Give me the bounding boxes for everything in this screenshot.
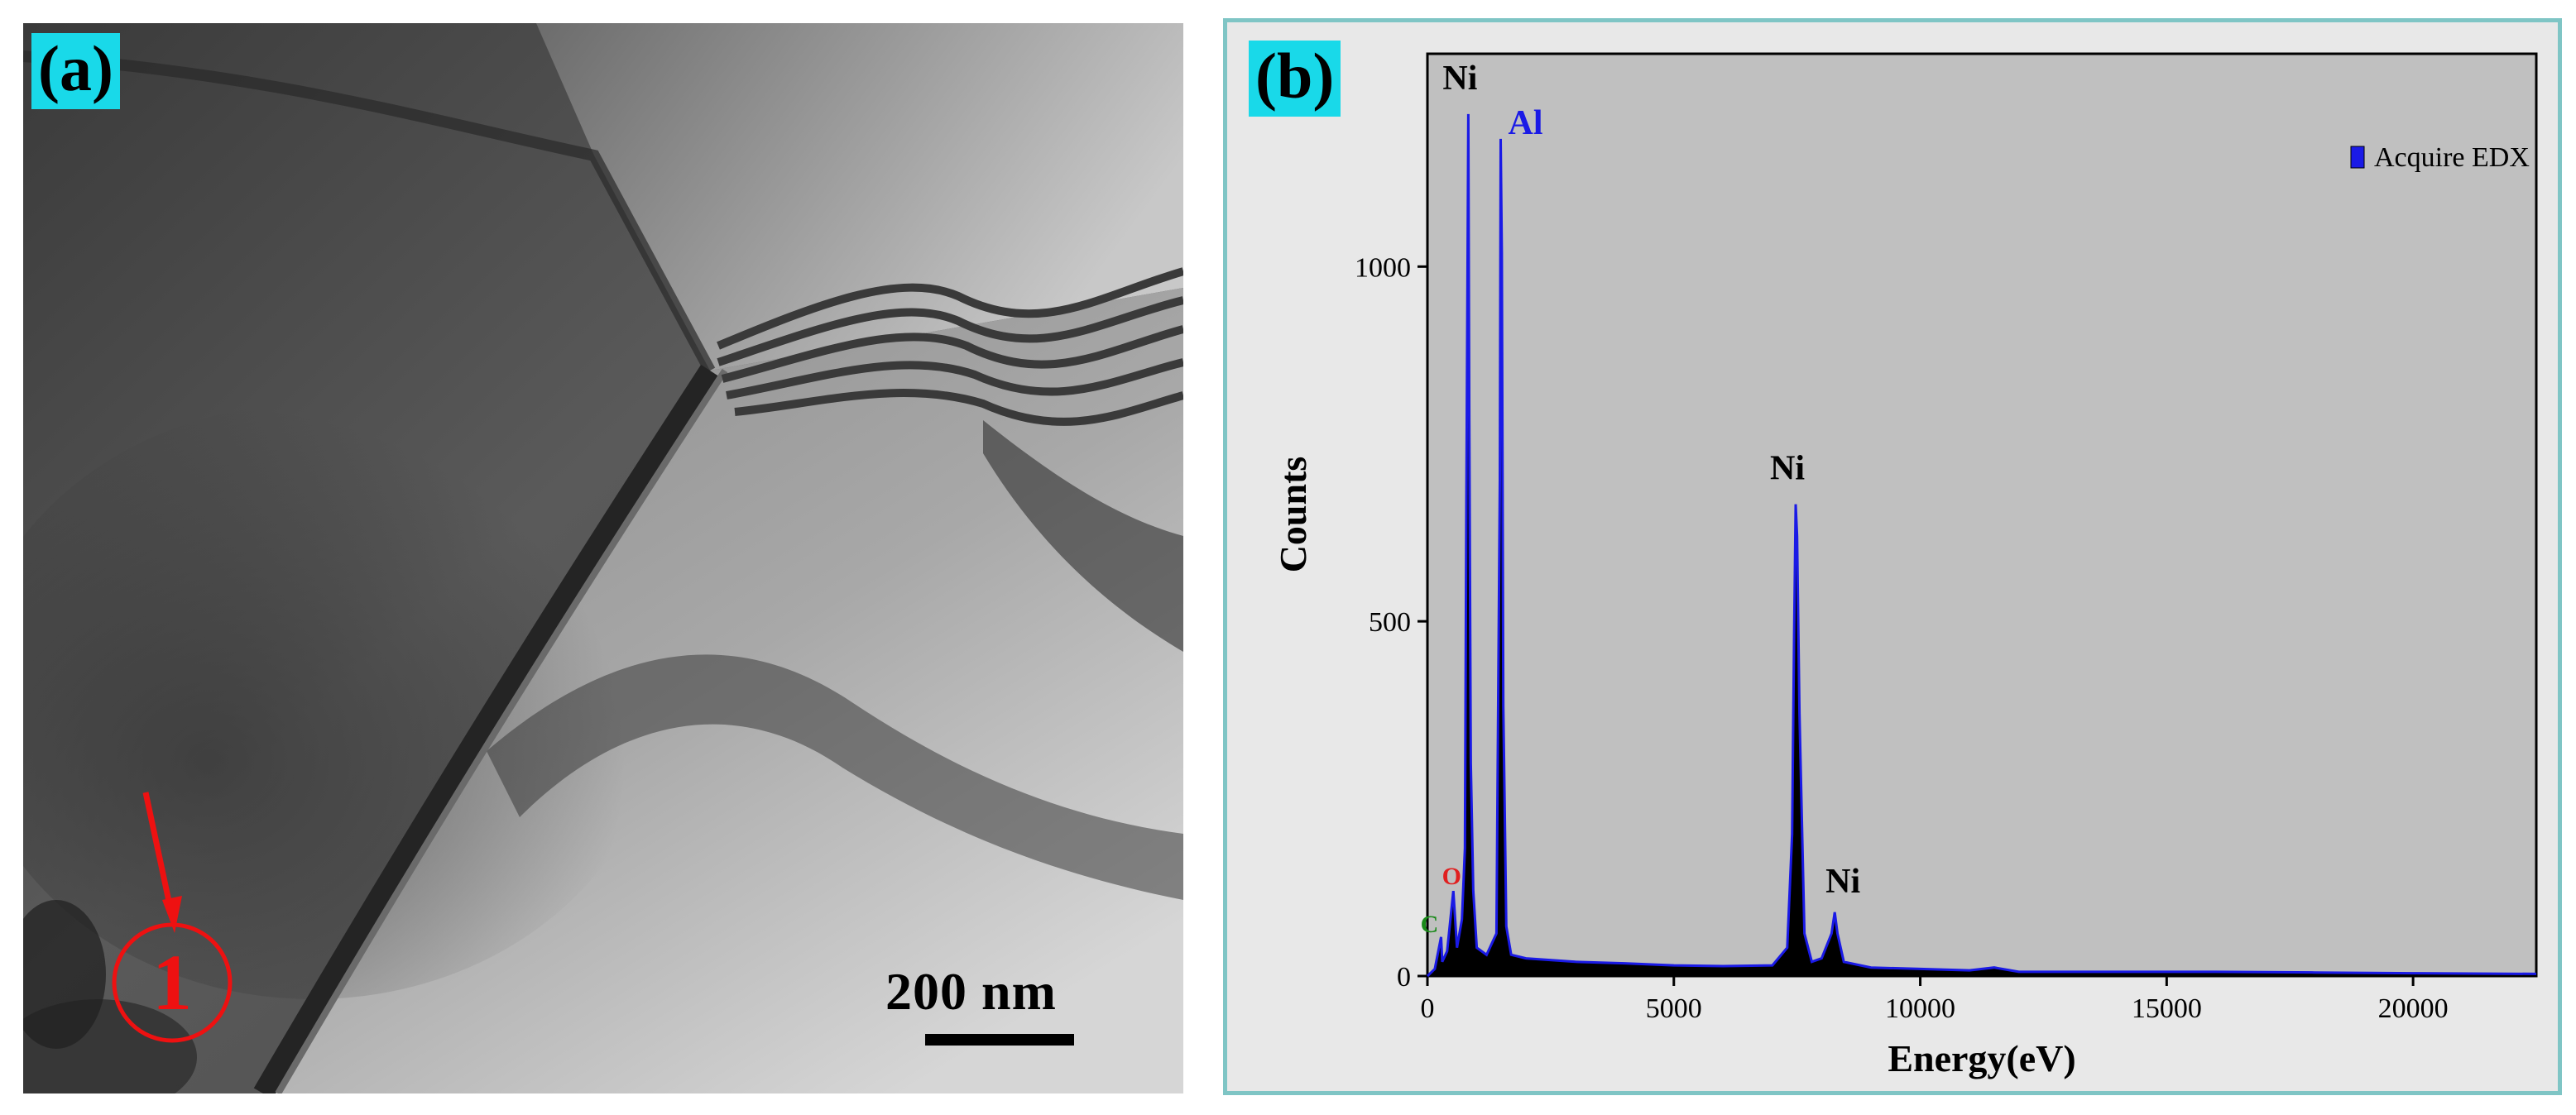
tem-micrograph-panel: 1 (a) 200 nm (23, 23, 1183, 1093)
marker-arrow (142, 792, 175, 917)
y-tick-label: 1000 (1355, 252, 1411, 283)
legend-swatch (2350, 146, 2365, 169)
peak-label-ni: Ni (1442, 60, 1477, 98)
peak-label-ni: Ni (1770, 450, 1805, 488)
plot-area (1426, 52, 2538, 978)
x-tick-label: 5000 (1646, 993, 1702, 1024)
panel-a-label: (a) (31, 33, 120, 109)
x-tick-label: 0 (1421, 993, 1435, 1024)
peak-label-c: C (1421, 911, 1439, 938)
peak-label-ni: Ni (1825, 863, 1860, 901)
scale-bar (925, 1034, 1074, 1046)
legend-entry-acquire-edx: Acquire EDX (2374, 142, 2530, 173)
peak-label-al: Al (1508, 104, 1542, 142)
x-tick-label: 10000 (1885, 993, 1955, 1024)
y-axis-label: Counts (1272, 457, 1314, 573)
marker-label: 1 (152, 938, 192, 1026)
scale-bar-label: 200 nm (885, 962, 1057, 1021)
x-axis-label: Energy(eV) (1888, 1037, 2075, 1079)
y-tick-label: 500 (1369, 607, 1411, 638)
marker-circle (112, 922, 233, 1043)
series-line-acquire-edx (1426, 113, 2537, 978)
x-tick-label: 20000 (2378, 993, 2449, 1024)
y-tick-label: 0 (1397, 962, 1411, 993)
tem-micrograph-image: 1 (23, 23, 1183, 1093)
marker-arrowhead (162, 896, 182, 933)
x-tick-label: 15000 (2132, 993, 2202, 1024)
panel-b-label: (b) (1249, 41, 1341, 117)
edx-spectrum-panel: 0 5000 10000 15000 20000 0 500 1000 Ni Al Ni Ni O C… (1223, 18, 2562, 1095)
peak-label-o: O (1442, 863, 1461, 890)
